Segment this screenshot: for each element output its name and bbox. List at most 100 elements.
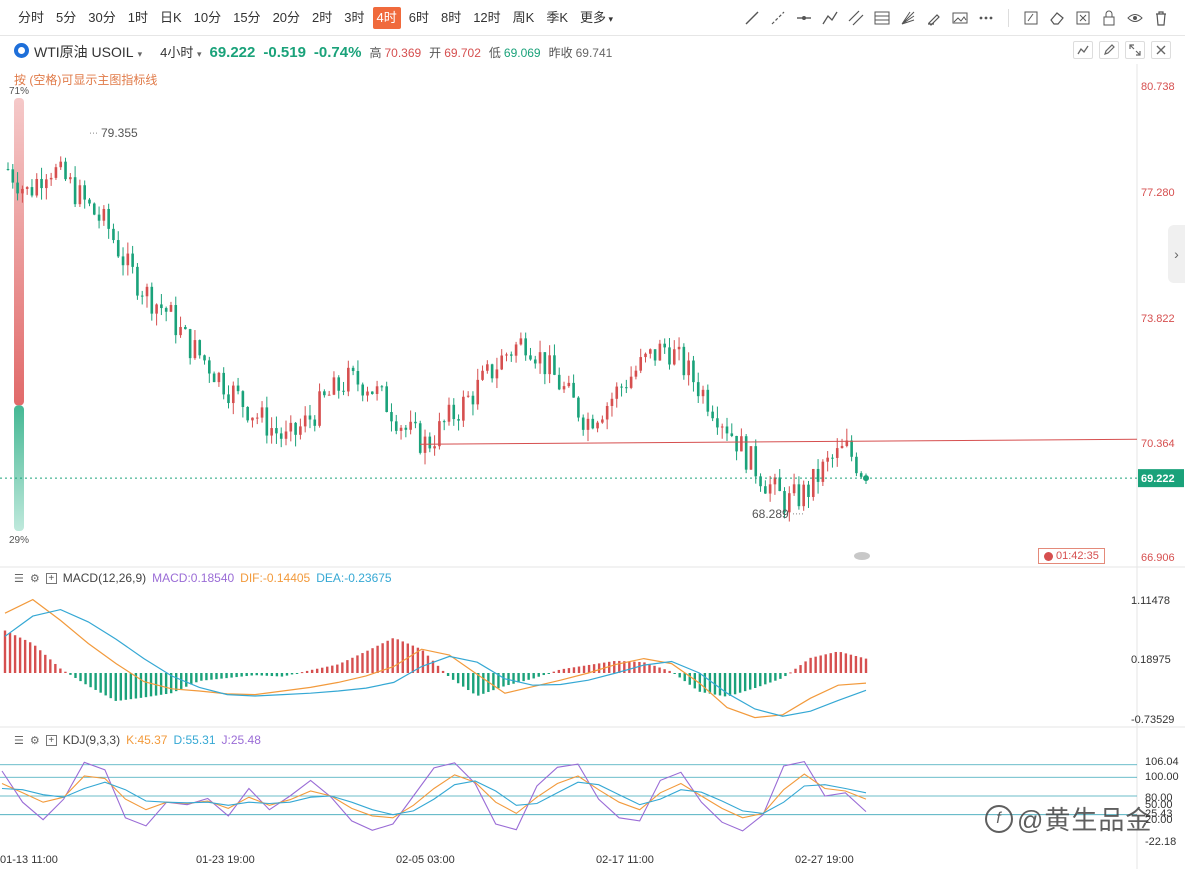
period-tab[interactable]: 更多 — [576, 7, 617, 29]
macd-histogram-bar — [215, 673, 218, 680]
ray-tool[interactable] — [768, 6, 788, 30]
more-dots-tool[interactable] — [976, 6, 996, 30]
macd-histogram-bar — [230, 673, 233, 678]
candle-body — [174, 305, 178, 336]
expand-pane-icon[interactable]: + — [45, 572, 57, 584]
eye-tool[interactable] — [1125, 6, 1145, 30]
expand-pane-icon[interactable]: + — [45, 734, 57, 746]
toolbar-divider — [1008, 9, 1009, 27]
macd-histogram-bar — [8, 632, 12, 673]
candle-body — [73, 177, 77, 205]
brush-tool[interactable] — [924, 6, 944, 30]
fullscreen-button[interactable] — [1125, 41, 1145, 59]
polyline-tool[interactable] — [820, 6, 840, 30]
candle-body — [744, 436, 748, 470]
settings-icon[interactable]: ⚙ — [29, 734, 40, 747]
macd-histogram-bar — [366, 650, 369, 673]
period-tab[interactable]: 15分 — [233, 10, 261, 25]
period-tab[interactable]: 30分 — [88, 10, 116, 25]
collapse-icon[interactable]: ☰ — [14, 734, 24, 747]
settings-icon[interactable]: ⚙ — [29, 572, 40, 585]
macd-histogram-bar — [356, 655, 359, 673]
watermark-text: @黄生品金 — [1017, 805, 1153, 835]
fan-tool[interactable] — [898, 6, 918, 30]
collapse-icon[interactable]: ☰ — [14, 572, 24, 585]
period-tab[interactable]: 周K — [512, 10, 535, 25]
trend-line-tool[interactable] — [742, 6, 762, 30]
lock-tool[interactable] — [1099, 6, 1119, 30]
macd-histogram-bar — [467, 673, 470, 691]
candle-body — [462, 396, 465, 421]
period-tab[interactable]: 10分 — [193, 10, 222, 25]
period-tab[interactable]: 6时 — [408, 10, 429, 25]
macd-histogram-bar — [295, 673, 299, 674]
candle-body — [557, 374, 561, 390]
macd-histogram-bar — [280, 673, 284, 677]
polyline-icon — [822, 11, 838, 25]
side-panel-toggle[interactable]: › — [1168, 225, 1185, 283]
parallel-line-tool[interactable] — [846, 6, 866, 30]
trash-tool[interactable] — [1151, 6, 1171, 30]
eraser-tool[interactable] — [1047, 6, 1067, 30]
symbol-code: USOIL — [91, 44, 134, 60]
macd-histogram-bar — [225, 673, 228, 679]
candle-body — [749, 446, 753, 470]
macd-histogram-bar — [275, 673, 279, 677]
macd-histogram-bar — [210, 673, 213, 680]
kdj-series — [0, 760, 1137, 832]
period-tab[interactable]: 日K — [159, 10, 182, 25]
macd-histogram-bar — [597, 663, 601, 673]
candle-body — [231, 385, 235, 404]
more-dots-icon — [979, 16, 993, 20]
candle-body — [64, 161, 67, 180]
low-value: 69.069 — [503, 46, 541, 60]
low-annotation: 68.289 — [752, 507, 789, 521]
candle-body — [668, 347, 671, 365]
chart-type-button[interactable] — [1073, 41, 1093, 59]
period-tab[interactable]: 20分 — [272, 10, 301, 25]
candle-body — [121, 256, 125, 266]
close-chart-button[interactable] — [1151, 41, 1171, 59]
period-tab[interactable]: 12时 — [473, 10, 501, 25]
period-tab[interactable]: 3时 — [344, 10, 365, 25]
candle-body — [548, 355, 551, 375]
fibonacci-tool[interactable] — [872, 6, 892, 30]
period-tab[interactable]: 4时 — [372, 7, 401, 29]
period-tab[interactable]: 分时 — [18, 10, 45, 25]
candle-body — [663, 343, 666, 348]
indicator-hint: 按 (空格)可显示主图指标线 — [14, 73, 158, 87]
macd-header: ☰ ⚙ + MACD(12,26,9) MACD:0.18540 DIF:-0.… — [14, 571, 392, 585]
clear-tool[interactable] — [1073, 6, 1093, 30]
candle-body — [792, 484, 796, 494]
j-line — [1, 760, 867, 832]
symbol-dropdown-icon[interactable]: ▾ — [137, 49, 143, 59]
candle-body — [629, 376, 633, 388]
draw-toggle-button[interactable] — [1099, 41, 1119, 59]
period-tab[interactable]: 8时 — [440, 10, 462, 25]
macd-histogram-bar — [648, 664, 651, 673]
candle-body — [289, 422, 293, 432]
candle-body — [639, 357, 643, 371]
candle-body — [658, 343, 662, 361]
period-tab[interactable]: 季K — [546, 10, 569, 25]
candle-body — [778, 477, 782, 492]
candle-body — [716, 418, 719, 428]
candle-body — [92, 203, 96, 215]
note-tool[interactable] — [1021, 6, 1041, 30]
macd-histogram-bar — [764, 673, 767, 685]
period-tab[interactable]: 2时 — [312, 10, 333, 25]
symbol-selector[interactable]: WTI原油 USOIL — [34, 42, 134, 62]
candle-body — [404, 427, 408, 430]
period-tab[interactable]: 5分 — [56, 10, 77, 25]
macd-histogram-bar — [834, 651, 837, 673]
candle-body — [361, 384, 365, 396]
macd-histogram-bar — [819, 655, 822, 673]
period-selector[interactable]: 4小时 ▾ — [160, 42, 201, 61]
period-tab[interactable]: 1时 — [127, 10, 148, 25]
candle-body — [572, 382, 575, 398]
candle-body — [217, 372, 221, 383]
horizontal-line-tool[interactable] — [794, 6, 814, 30]
image-tool[interactable] — [950, 6, 970, 30]
macd-histogram-bar — [84, 673, 87, 685]
candle-body — [327, 394, 331, 396]
